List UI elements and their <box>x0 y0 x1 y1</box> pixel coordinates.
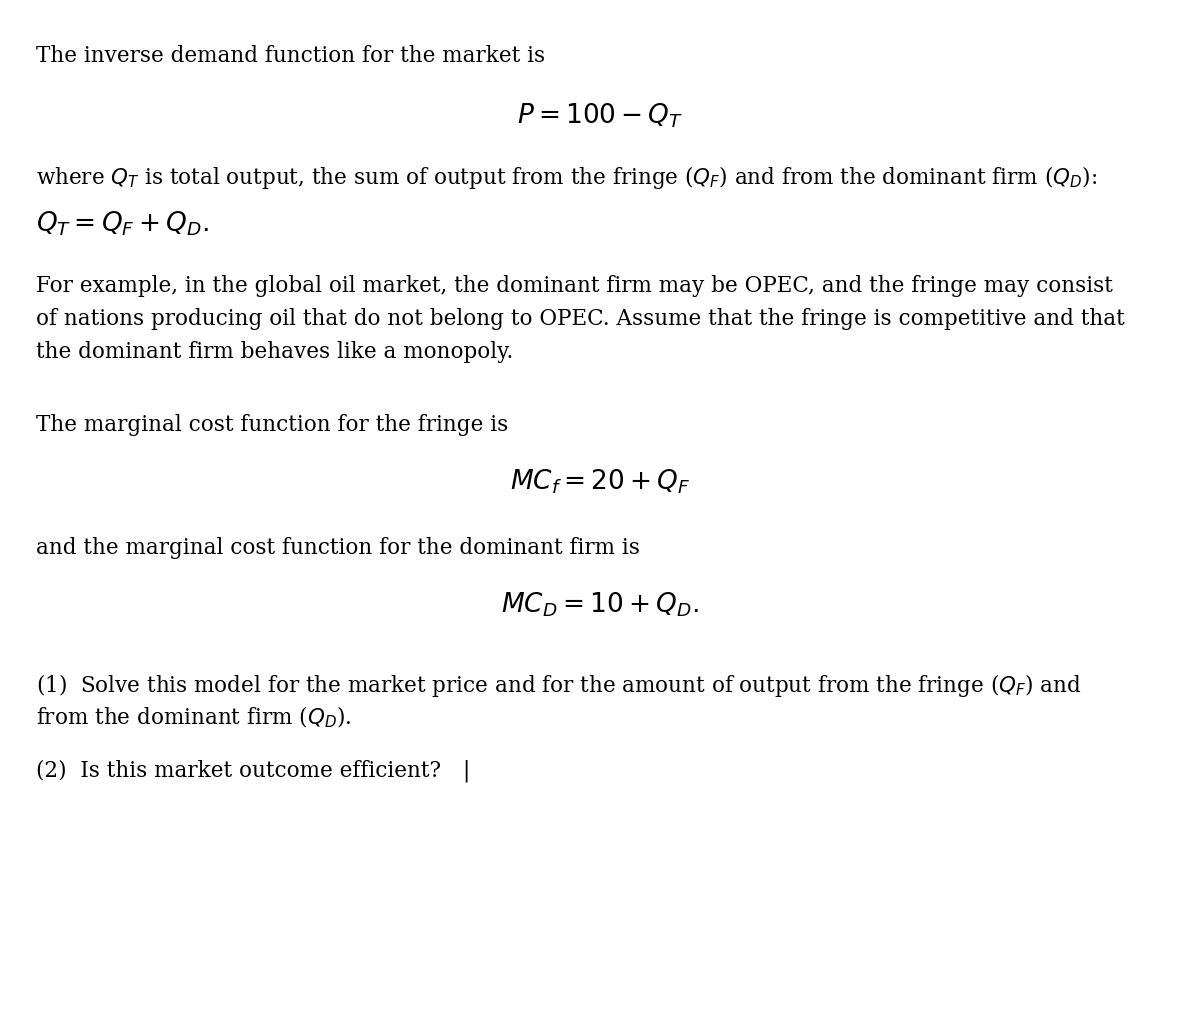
Text: of nations producing oil that do not belong to OPEC. Assume that the fringe is c: of nations producing oil that do not bel… <box>36 308 1124 330</box>
Text: The marginal cost function for the fringe is: The marginal cost function for the fring… <box>36 414 509 436</box>
Text: where $Q_T$ is total output, the sum of output from the fringe ($Q_F$) and from : where $Q_T$ is total output, the sum of … <box>36 164 1097 191</box>
Text: (1)  Solve this model for the market price and for the amount of output from the: (1) Solve this model for the market pric… <box>36 672 1081 699</box>
Text: $MC_f = 20 + Q_F$: $MC_f = 20 + Q_F$ <box>510 468 690 496</box>
Text: and the marginal cost function for the dominant firm is: and the marginal cost function for the d… <box>36 537 640 560</box>
Text: $P = 100 - Q_T$: $P = 100 - Q_T$ <box>517 101 683 129</box>
Text: For example, in the global oil market, the dominant firm may be OPEC, and the fr: For example, in the global oil market, t… <box>36 275 1112 297</box>
Text: from the dominant firm ($Q_D$).: from the dominant firm ($Q_D$). <box>36 705 352 730</box>
Text: $Q_T = Q_F + Q_D.$: $Q_T = Q_F + Q_D.$ <box>36 209 209 237</box>
Text: $MC_D = 10 + Q_D.$: $MC_D = 10 + Q_D.$ <box>502 591 698 619</box>
Text: The inverse demand function for the market is: The inverse demand function for the mark… <box>36 45 545 68</box>
Text: the dominant firm behaves like a monopoly.: the dominant firm behaves like a monopol… <box>36 341 514 364</box>
Text: |: | <box>463 760 470 782</box>
Text: (2)  Is this market outcome efficient?: (2) Is this market outcome efficient? <box>36 760 442 782</box>
